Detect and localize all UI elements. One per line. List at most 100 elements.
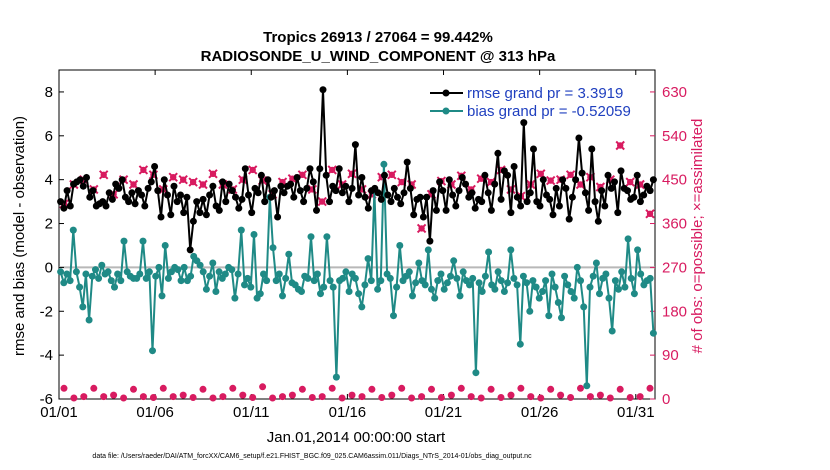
obs-possible-point [567,394,575,401]
obs-possible-point [348,391,356,399]
rmse-point [222,198,230,206]
bias-point [256,290,264,298]
bias-point [250,231,258,238]
obs-assimilated-cross [545,175,556,186]
bias-point [351,274,359,282]
bias-point [456,292,464,300]
obs-possible-point [318,393,326,401]
bias-point [431,294,439,302]
rmse-point [144,184,152,192]
rmse-point [287,180,295,188]
rmse-point [332,187,340,195]
rmse-point [235,204,243,212]
rmse-point [594,217,602,225]
rmse-point [539,176,547,184]
rmse-point [345,198,353,206]
obs-possible-point [199,385,207,393]
bias-point [66,277,74,285]
rmse-point [455,187,463,195]
rmse-point [199,195,207,203]
rmse-point [202,211,210,219]
obs-possible-point [497,394,505,401]
rmse-point [419,213,427,221]
obs-possible-point [80,393,88,401]
rmse-point [225,180,233,188]
bias-point [228,266,236,274]
obs-assimilated-point [178,174,188,185]
bias-point [345,288,353,295]
obs-possible-point [646,384,654,392]
rmse-point [355,191,363,199]
rmse-point [572,176,580,184]
bias-point [177,277,185,285]
rmse-point [177,191,184,199]
bias-point [602,270,610,278]
obs-assimilated-point [327,165,337,175]
obs-assimilated-cross [416,223,427,234]
y-tick-label: 0 [45,259,53,276]
rmse-point [445,176,453,184]
x-tick-label: 01/01 [40,404,78,421]
rmse-point [319,86,327,94]
obs-assimilated-cross [138,165,149,175]
obs-possible-point [179,391,187,399]
rmse-point [581,189,589,197]
y2-tick-label: 270 [662,259,687,276]
rmse-point [614,209,622,217]
obs-possible-point [507,391,515,399]
rmse-point [478,198,486,206]
bias-point [241,281,248,289]
obs-assimilated-cross [347,169,357,179]
rmse-point [131,200,139,208]
plot-area [58,69,656,400]
rmse-point [611,178,618,186]
obs-assimilated-cross [208,169,218,179]
bias-point [149,347,156,355]
rmse-point [568,193,576,201]
rmse-point [598,187,606,195]
bias-point [589,272,597,280]
bias-point [646,274,654,282]
obs-possible-point [249,394,257,401]
bias-point [317,290,324,298]
bias-point [275,270,283,278]
bias-point [611,277,619,285]
rmse-point [364,204,372,212]
rmse-point [646,187,654,195]
obs-assimilated-point [645,209,655,219]
rmse-point [458,174,466,181]
rmse-point [316,165,324,173]
rmse-point [303,184,311,192]
rmse-point [591,198,599,206]
rmse-point [89,187,97,195]
bias-point [627,274,635,282]
y-tick-label: -6 [40,391,53,408]
bias-point [215,268,223,276]
bias-point [605,294,613,302]
rmse-point [219,178,227,186]
rmse-point [280,189,288,197]
obs-assimilated-cross [387,170,397,180]
obs-possible-point [338,394,346,402]
bias-point [459,268,467,276]
rmse-point [468,189,476,197]
bias-point [231,294,239,302]
rmse-point [248,209,256,217]
bias-point [409,292,416,300]
rmse-point [546,195,554,203]
bias-point [494,268,502,276]
rmse-point [400,189,408,197]
axis-ticks: -6 -4 -2 0 2 4 6 8 0 90 180 270 360 450 540 630 01/01 01/… [40,70,687,421]
bias-point [554,299,562,306]
rmse-line [59,89,655,251]
rmse-point [377,195,385,203]
rmse-point [410,211,418,219]
obs-possible-point [298,385,306,393]
rmse-point [342,182,350,190]
obs-possible-point [517,384,525,392]
legend-rmse-marker [442,89,450,97]
bias-point [155,263,163,271]
rmse-point [102,202,110,210]
obs-possible-point [239,391,247,399]
bias-point [390,312,397,320]
